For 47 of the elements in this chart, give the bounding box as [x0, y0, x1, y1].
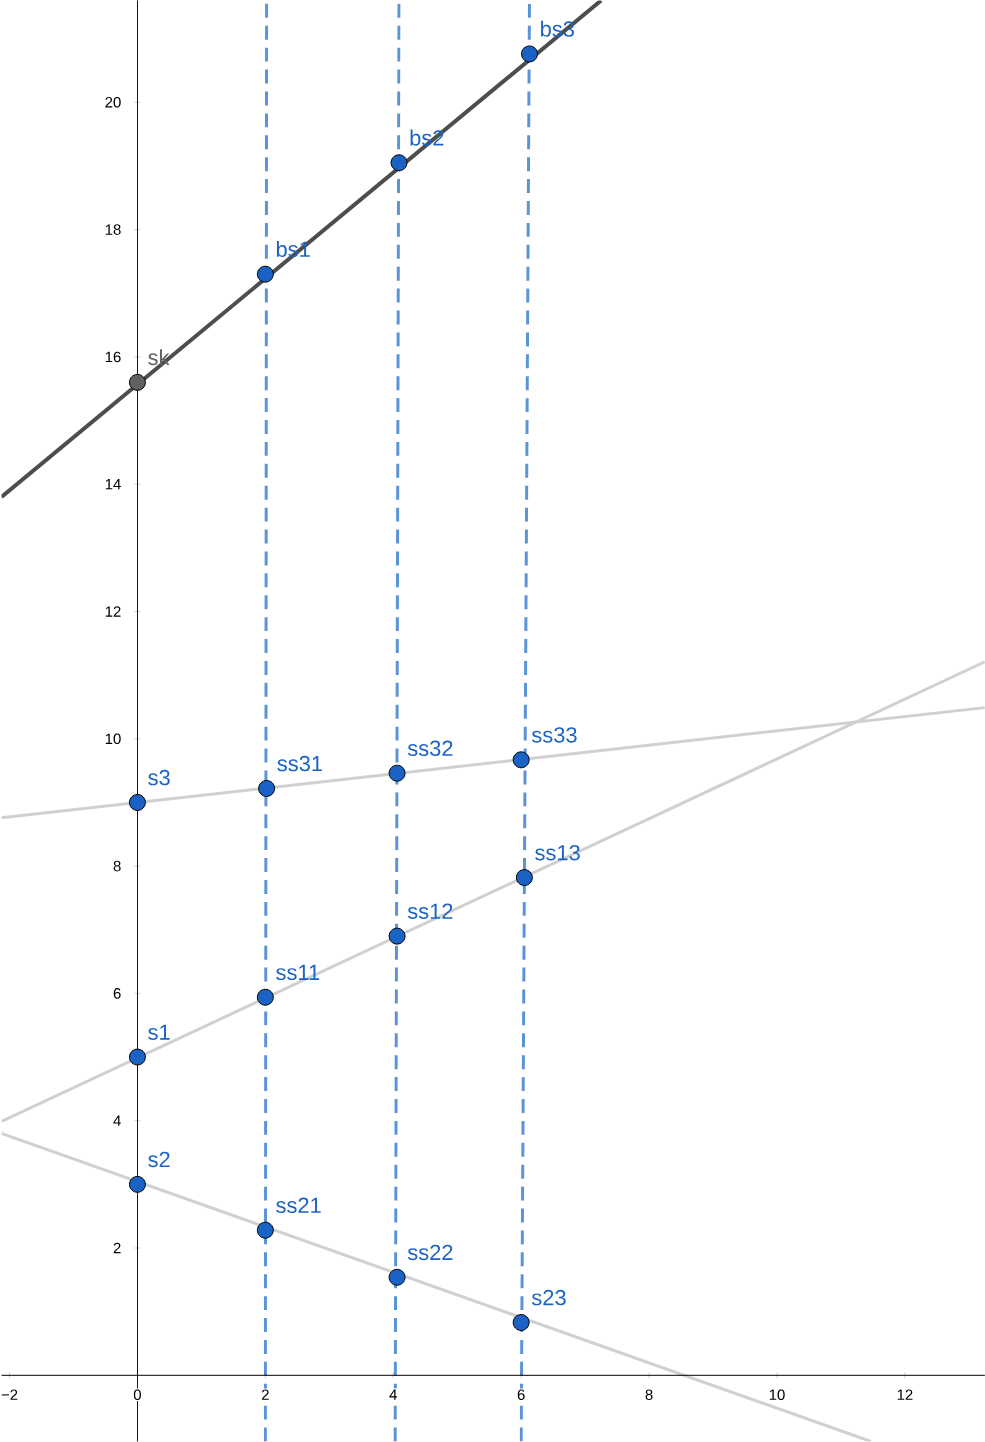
x-tick-label: 8: [645, 1389, 653, 1401]
x-tick-label: 10: [769, 1389, 785, 1401]
point: [128, 1175, 146, 1193]
annotation: ss31: [277, 755, 322, 772]
annotation: s1: [148, 1024, 170, 1040]
point: [388, 764, 406, 782]
annotation: s2: [148, 1151, 170, 1168]
annotation: ss11: [275, 964, 319, 981]
annotation: ss21: [275, 1197, 321, 1214]
point: [520, 45, 538, 63]
x-tick-label: 2: [261, 1389, 269, 1400]
point: [256, 988, 274, 1006]
y-tick-label: 12: [105, 606, 121, 617]
annotation: ss32: [407, 740, 453, 757]
point: [388, 927, 406, 945]
point: [388, 1268, 406, 1286]
annotation: ss13: [534, 844, 580, 861]
y-tick-label: 4: [113, 1115, 121, 1126]
y-tick-label: 8: [113, 860, 121, 872]
annotation: ss33: [531, 727, 577, 743]
point: [128, 794, 146, 811]
x-tick-label: 12: [897, 1389, 913, 1400]
point: [390, 154, 408, 172]
y-tick-label: 20: [105, 97, 121, 108]
point: [515, 869, 533, 887]
point: [128, 1048, 146, 1066]
point: [512, 1314, 530, 1331]
y-tick-label: 14: [105, 479, 121, 490]
x-tick-label: 6: [517, 1389, 525, 1401]
point: [256, 1221, 274, 1239]
y-tick-label: 18: [105, 224, 121, 235]
annotation: s3: [148, 769, 170, 786]
x-tick-label: 0: [133, 1389, 141, 1401]
annotation: sk: [148, 349, 170, 366]
annotation: s23: [531, 1289, 566, 1306]
annotation: ss12: [407, 903, 453, 919]
point: [256, 265, 274, 283]
y-tick-label: 10: [105, 733, 121, 745]
point: [512, 751, 530, 769]
x-tick-label: −2: [1, 1389, 18, 1400]
y-tick-label: 6: [113, 988, 121, 999]
y-tick-label: 2: [113, 1242, 121, 1254]
annotation: ss22: [407, 1244, 453, 1261]
point: [257, 779, 275, 797]
x-tick-label: 4: [389, 1389, 397, 1400]
y-tick-label: 16: [105, 351, 121, 363]
point: [128, 373, 146, 391]
